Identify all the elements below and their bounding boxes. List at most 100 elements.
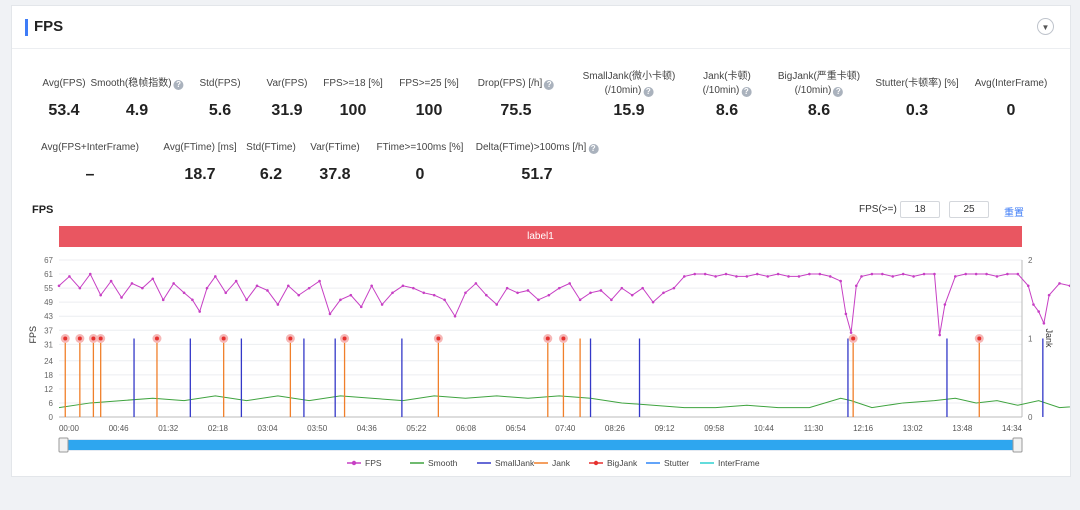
legend-label: Smooth <box>428 458 458 468</box>
metric-std-fps: Std(FPS) 5.6 <box>199 77 240 119</box>
metric-label: BigJank(严重卡顿) <box>777 71 861 82</box>
x-tick-label: 03:50 <box>307 424 328 433</box>
fps-point <box>745 275 749 278</box>
fps-point <box>422 291 426 295</box>
fps-point <box>432 293 436 297</box>
y-tick-label: 31 <box>44 340 53 349</box>
help-icon[interactable]: ? <box>741 87 752 97</box>
fps-point <box>245 298 248 302</box>
fps-point <box>130 282 134 285</box>
metric-value: 100 <box>415 102 443 119</box>
fps-series-line <box>58 273 1070 336</box>
x-tick-label: 00:00 <box>59 424 80 433</box>
fps-point <box>828 275 832 278</box>
fps-point <box>776 272 780 276</box>
help-icon[interactable]: ? <box>173 80 184 90</box>
legend-item-smooth[interactable]: Smooth <box>410 458 458 468</box>
legend-item-bigjank[interactable]: BigJank <box>589 458 638 468</box>
y-tick-label: 43 <box>44 312 53 321</box>
help-icon[interactable]: ? <box>643 87 654 97</box>
fps-point <box>787 275 790 278</box>
metric-label: FPS>=18 [%] <box>323 78 383 89</box>
fps-point <box>161 298 165 302</box>
x-tick-label: 09:58 <box>704 424 725 433</box>
fps-point <box>537 298 540 302</box>
legend-item-smalljank[interactable]: SmallJank <box>477 458 535 468</box>
fps-point <box>630 293 634 297</box>
range-slider-left-handle[interactable] <box>58 437 69 453</box>
big-jank-point <box>154 336 159 341</box>
range-slider-right-handle[interactable] <box>1012 437 1023 453</box>
legend-item-fps[interactable]: FPS <box>347 458 382 468</box>
fps-point <box>964 272 968 276</box>
metric-label: Avg(InterFrame) <box>974 78 1048 89</box>
metric-drop-fps-h: Drop(FPS) [/h]? 75.5 <box>478 77 555 119</box>
collapse-toggle-icon[interactable]: ▼ <box>1037 18 1054 35</box>
metric-label: Std(FTime) <box>246 142 296 153</box>
fps-point <box>172 282 175 285</box>
fps-point <box>599 289 603 292</box>
fps-point <box>78 286 82 290</box>
legend-label: FPS <box>365 458 382 468</box>
metric-label-unit: (/10min)? <box>583 84 676 98</box>
fps-point <box>901 272 905 276</box>
fps-threshold-input-2[interactable] <box>949 201 989 218</box>
fps-point <box>1026 284 1030 288</box>
fps-point <box>453 314 457 318</box>
reset-button[interactable]: 重置 <box>1004 208 1024 219</box>
fps-point <box>328 312 332 316</box>
metric-value: 15.9 <box>613 102 645 119</box>
metric-avg-interframe: Avg(InterFrame) 0 <box>974 77 1048 119</box>
metric-label: Var(FPS) <box>266 78 308 89</box>
fps-point <box>412 286 415 290</box>
big-jank-point <box>545 336 550 341</box>
fps-point <box>191 298 194 302</box>
help-icon[interactable]: ? <box>544 80 555 90</box>
fps-threshold-input-1[interactable] <box>900 201 940 218</box>
fps-point <box>589 291 592 295</box>
fps-point <box>464 291 467 295</box>
fps-point <box>849 331 853 334</box>
help-icon[interactable]: ? <box>833 87 844 97</box>
fps-point <box>922 272 926 276</box>
fps-point <box>359 305 363 309</box>
metric-label: Stutter(卡顿率) [%] <box>875 78 959 89</box>
fps-point <box>943 303 947 306</box>
metric-avg-fps: Avg(FPS) 53.4 <box>42 77 86 119</box>
legend-item-stutter[interactable]: Stutter <box>646 458 689 468</box>
fps-point <box>881 272 884 276</box>
fps-point <box>286 284 290 288</box>
fps-point <box>854 284 858 288</box>
fps-point <box>703 272 707 276</box>
fps-point <box>693 272 697 276</box>
fps-point <box>57 284 61 288</box>
fps-point <box>1068 284 1070 288</box>
legend-marker <box>593 460 599 466</box>
fps-point <box>224 291 228 295</box>
fps-point <box>99 293 102 297</box>
big-jank-point <box>91 336 96 341</box>
fps-point <box>1032 303 1035 306</box>
metric-label: Avg(FPS) <box>42 78 86 89</box>
legend-item-jank[interactable]: Jank <box>534 458 571 468</box>
x-tick-label: 06:54 <box>506 424 527 433</box>
smooth-series-line <box>58 395 1070 409</box>
legend-item-interframe[interactable]: InterFrame <box>700 458 760 468</box>
metric-value: 6.2 <box>259 166 283 183</box>
fps-point <box>995 275 999 278</box>
big-jank-point <box>63 336 68 341</box>
metric-label: Delta(FTime)>100ms [/h]? <box>476 141 599 155</box>
fps-point <box>151 277 155 281</box>
legend-label: Stutter <box>664 458 689 468</box>
label-bar[interactable]: label1 <box>59 226 1022 247</box>
metric-value: 4.9 <box>125 102 149 119</box>
fps-point <box>68 275 71 278</box>
fps-point <box>953 275 957 278</box>
metric-stutter: Stutter(卡顿率) [%] 0.3 <box>875 77 959 119</box>
metric-avg-ftime-ms: Avg(FTime) [ms] 18.7 <box>163 141 236 183</box>
fps-point <box>516 291 519 295</box>
help-icon[interactable]: ? <box>588 144 599 154</box>
fps-threshold-label: FPS(>=) <box>859 204 897 215</box>
fps-point <box>1016 272 1020 276</box>
